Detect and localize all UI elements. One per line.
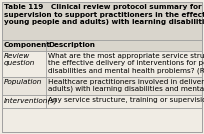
Text: Any service structure, training or supervision program: Any service structure, training or super… [48,97,204,103]
Text: Population: Population [4,79,42,85]
Bar [2,51,202,77]
Text: Review
question: Review question [4,53,35,66]
Text: Description: Description [48,42,95,49]
Bar [2,40,202,51]
Text: Healthcare practitioners involved in delivering interve
adults) with learning di: Healthcare practitioners involved in del… [48,79,204,92]
Bar [2,77,202,95]
Text: Component: Component [4,42,51,49]
Bar [2,108,202,132]
Text: Intervention(s): Intervention(s) [4,97,58,104]
Text: Table 119   Clinical review protocol summary for the review
supervision to suppo: Table 119 Clinical review protocol summa… [4,4,204,25]
Bar [2,2,202,40]
Text: What are the most appropriate service structures, train
the effective delivery o: What are the most appropriate service st… [48,53,204,74]
Bar [2,95,202,108]
